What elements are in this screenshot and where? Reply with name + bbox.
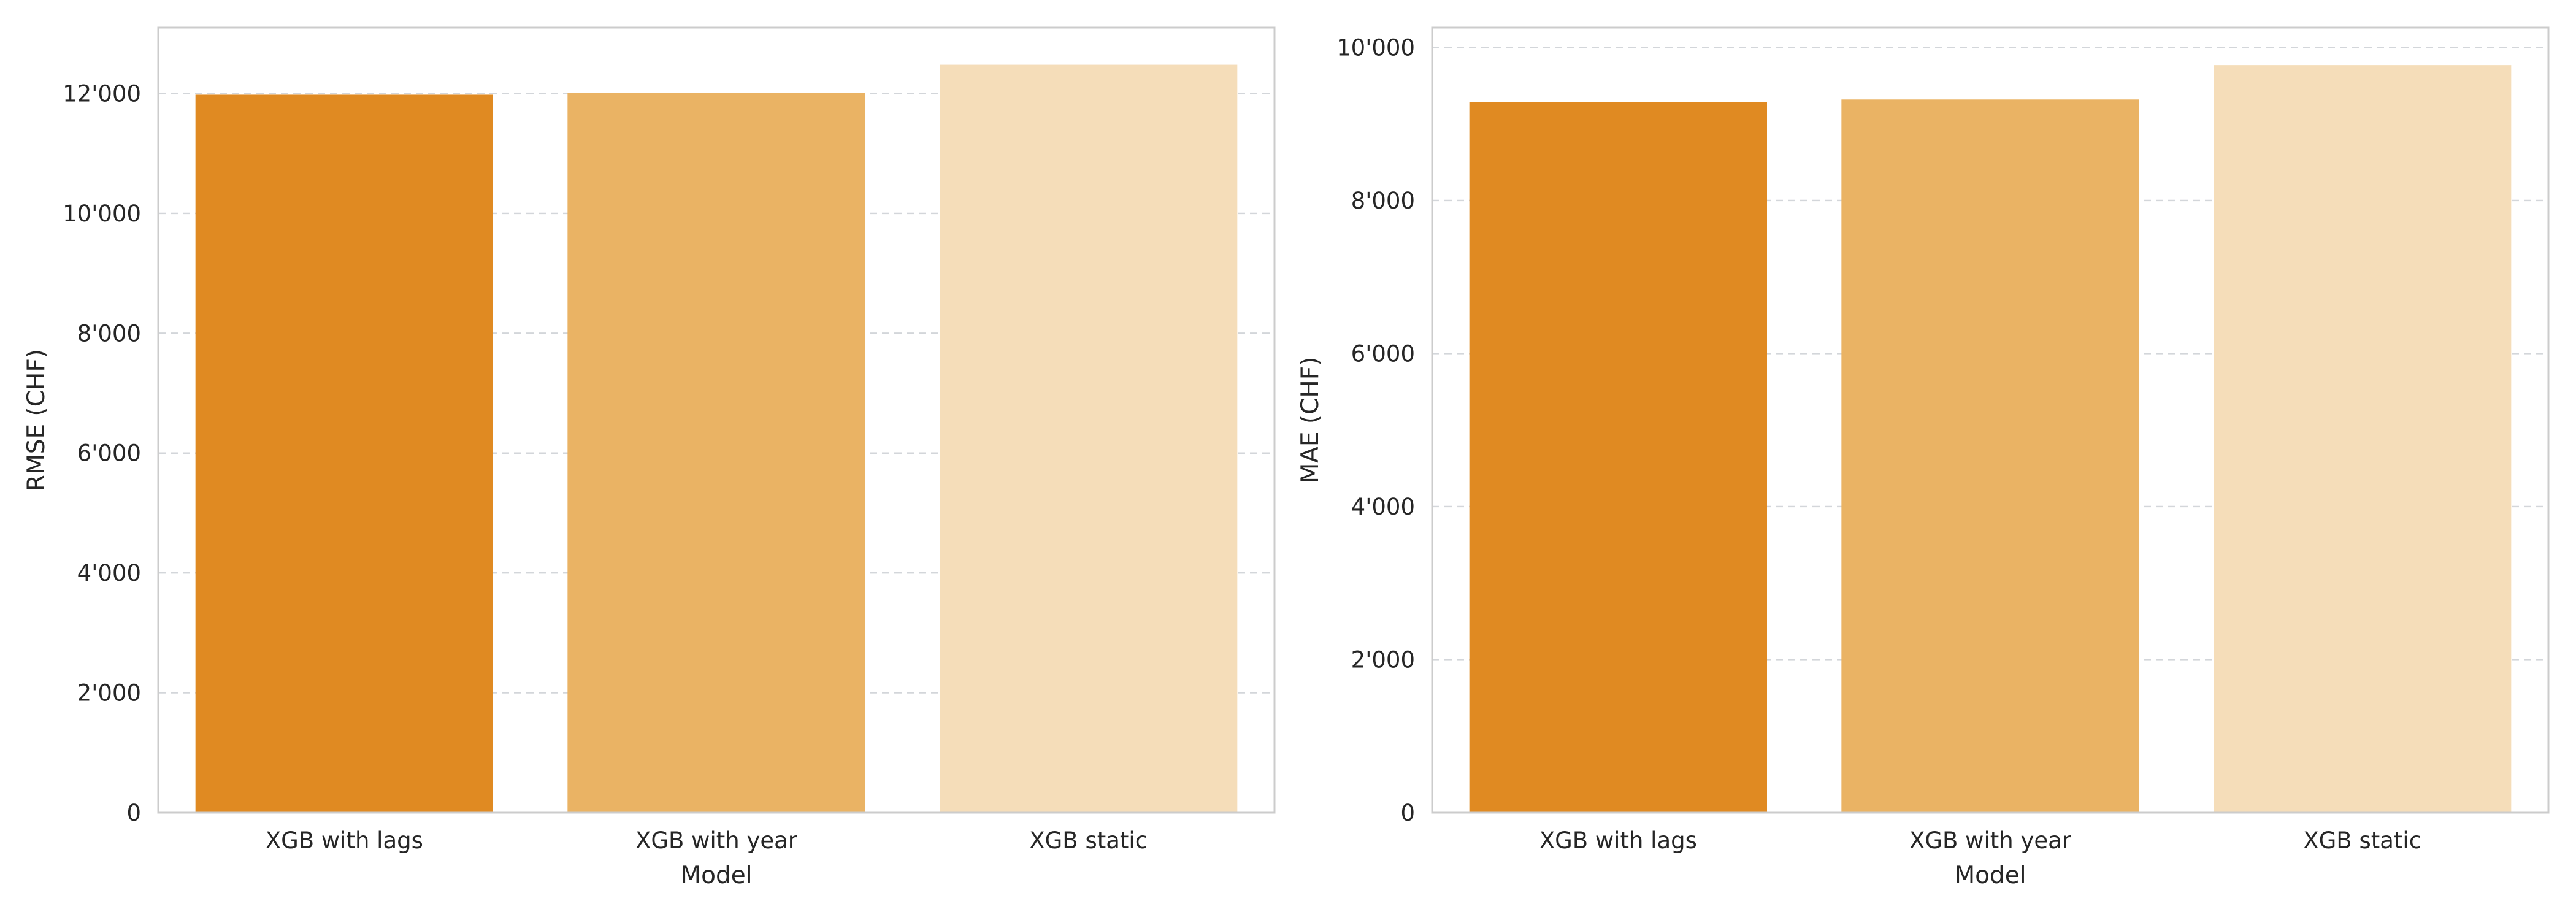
bar-xgb-static	[940, 64, 1238, 813]
y-tick-label: 4'000	[1351, 494, 1415, 520]
bar-xgb-with-year	[1841, 99, 2139, 813]
y-tick-label: 2'000	[77, 680, 141, 707]
plot-frame	[1431, 26, 2550, 814]
bar-xgb-with-year	[567, 93, 865, 813]
rmse-chart: 0 2'000 4'000 6'000 8'000 10'000 12'000 XGB wit…	[23, 26, 1276, 889]
y-axis-label: RMSE (CHF)	[23, 349, 50, 491]
mae-chart: 0 2'000 4'000 6'000 8'000 10'000 XGB with lags…	[1297, 26, 2550, 889]
y-tick-label: 10'000	[1336, 34, 1415, 61]
x-axis-label: Model	[680, 862, 752, 889]
bar-xgb-with-lags	[195, 94, 493, 813]
bar-xgb-static	[2214, 65, 2512, 813]
x-tick-label: XGB with year	[1909, 827, 2072, 854]
y-tick-label: 2'000	[1351, 646, 1415, 673]
x-tick-label: XGB static	[2303, 827, 2421, 854]
y-tick-label: 0	[126, 800, 141, 826]
y-tick-label: 12'000	[63, 80, 141, 107]
y-tick-label: 8'000	[77, 320, 141, 347]
y-tick-label: 4'000	[77, 560, 141, 586]
y-tick-label: 8'000	[1351, 188, 1415, 214]
x-tick-label: XGB with lags	[266, 827, 423, 854]
x-tick-label: XGB with lags	[1539, 827, 1697, 854]
x-tick-label: XGB with year	[635, 827, 798, 854]
y-tick-label: 6'000	[77, 440, 141, 467]
y-tick-label: 10'000	[63, 201, 141, 227]
y-tick-label: 0	[1400, 800, 1415, 826]
x-axis-label: Model	[1954, 862, 2026, 889]
y-tick-label: 6'000	[1351, 340, 1415, 367]
plot-frame	[157, 26, 1276, 814]
y-axis-label: MAE (CHF)	[1297, 357, 1324, 484]
bar-xgb-with-lags	[1469, 102, 1767, 813]
x-tick-label: XGB static	[1029, 827, 1148, 854]
